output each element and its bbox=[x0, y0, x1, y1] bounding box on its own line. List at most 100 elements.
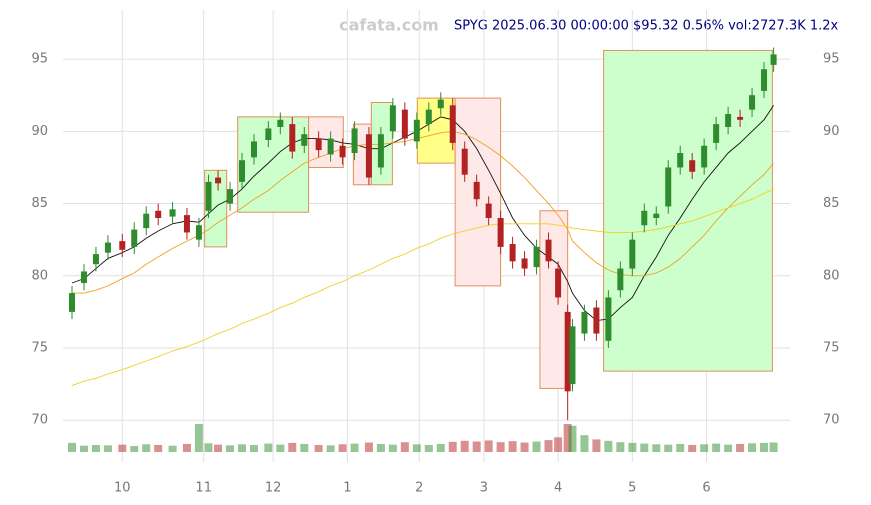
volume-bar bbox=[700, 444, 709, 452]
volume-bar bbox=[580, 435, 589, 452]
candle-body bbox=[629, 239, 636, 269]
volume-bar bbox=[214, 444, 223, 452]
x-tick-label: 12 bbox=[265, 481, 282, 496]
y-tick-label-right: 90 bbox=[823, 124, 840, 139]
volume-bar bbox=[194, 424, 203, 452]
zone bbox=[539, 210, 569, 389]
x-tick-label: 4 bbox=[554, 481, 562, 496]
volume-bar bbox=[520, 442, 529, 452]
volume-bar bbox=[226, 445, 235, 452]
candle-body bbox=[449, 105, 456, 143]
x-tick-label: 1 bbox=[343, 481, 351, 496]
y-tick-label: 80 bbox=[31, 268, 48, 283]
chart-title: SPYG 2025.06.30 00:00:00 $95.32 0.56% vo… bbox=[454, 19, 839, 34]
volume-bar bbox=[364, 442, 373, 452]
y-tick-label: 90 bbox=[31, 124, 48, 139]
candle-body bbox=[339, 145, 346, 158]
candle-body bbox=[389, 105, 396, 132]
volume-bar bbox=[448, 441, 457, 452]
zone bbox=[237, 116, 310, 213]
candle-body bbox=[689, 160, 696, 172]
candle-body bbox=[351, 128, 358, 153]
volume-bar bbox=[736, 443, 745, 452]
candle-body bbox=[205, 181, 212, 211]
candle-body bbox=[569, 326, 576, 385]
candle-body bbox=[437, 99, 444, 109]
candle-body bbox=[555, 268, 562, 298]
candle-body bbox=[749, 95, 756, 110]
candle-body bbox=[605, 297, 612, 341]
candle-body bbox=[701, 145, 708, 168]
candle-body bbox=[131, 229, 138, 247]
volume-bar bbox=[652, 444, 661, 452]
volume-bar bbox=[400, 442, 409, 452]
volume-bar bbox=[712, 443, 721, 452]
watermark: cafata.com bbox=[339, 16, 439, 35]
volume-bar bbox=[314, 445, 323, 452]
candle-body bbox=[485, 203, 492, 218]
y-tick-label: 70 bbox=[31, 413, 48, 428]
candle-body bbox=[104, 242, 111, 253]
volume-bar bbox=[508, 441, 517, 452]
candle-body bbox=[92, 254, 99, 265]
candle-body bbox=[770, 54, 777, 65]
y-tick-label-right: 70 bbox=[823, 413, 840, 428]
volume-bar bbox=[118, 444, 127, 452]
volume-bar bbox=[204, 443, 213, 452]
volume-bar bbox=[628, 442, 637, 452]
candle-body bbox=[250, 141, 257, 158]
candle-body bbox=[365, 134, 372, 178]
volume-bar bbox=[326, 445, 335, 452]
candle-body bbox=[80, 271, 87, 283]
candle-body bbox=[677, 153, 684, 168]
candle-body bbox=[545, 239, 552, 262]
candle-body bbox=[761, 69, 768, 91]
candle-body bbox=[277, 119, 284, 127]
x-tick-label: 6 bbox=[702, 481, 710, 496]
volume-bar bbox=[130, 446, 139, 452]
x-tick-label: 11 bbox=[195, 481, 212, 496]
moving-average bbox=[71, 105, 774, 322]
volume-bar bbox=[168, 445, 177, 452]
volume-bar bbox=[724, 444, 733, 452]
y-tick-label-right: 95 bbox=[823, 52, 840, 67]
candle-body bbox=[425, 109, 432, 125]
volume-bar bbox=[68, 442, 76, 452]
volume-bar bbox=[288, 442, 297, 452]
candle-body bbox=[183, 215, 190, 233]
volume-bar bbox=[249, 445, 258, 452]
volume-bar bbox=[276, 444, 285, 452]
volume-bar bbox=[563, 424, 572, 452]
candle-body bbox=[521, 258, 528, 269]
candle-body bbox=[665, 167, 672, 207]
y-tick-label: 95 bbox=[31, 52, 48, 67]
candle-body bbox=[497, 218, 504, 247]
volume-bar bbox=[472, 441, 481, 452]
candle-body bbox=[653, 213, 660, 218]
volume-bar bbox=[748, 443, 757, 452]
candle-body bbox=[593, 307, 600, 334]
volume-bar bbox=[412, 444, 421, 452]
volume-bar bbox=[388, 444, 397, 452]
volume-bar bbox=[616, 442, 625, 452]
candle-body bbox=[713, 124, 720, 143]
candle-body bbox=[641, 210, 648, 226]
volume-bar bbox=[79, 445, 88, 452]
volume-bar bbox=[532, 441, 541, 452]
candle-body bbox=[69, 293, 75, 312]
candle-body bbox=[461, 148, 468, 175]
candle-body bbox=[239, 160, 246, 182]
candle-body bbox=[564, 311, 571, 392]
volume-bar bbox=[238, 444, 247, 452]
volume-bar bbox=[350, 443, 359, 452]
volume-bar bbox=[154, 445, 163, 452]
y-tick-label-right: 85 bbox=[823, 196, 840, 211]
candle-body bbox=[581, 311, 588, 334]
volume-bar bbox=[91, 445, 100, 452]
x-tick-label: 3 bbox=[480, 481, 488, 496]
volume-bar bbox=[300, 443, 309, 452]
volume-bar bbox=[264, 443, 273, 452]
candle-body bbox=[327, 138, 334, 155]
volume-bar bbox=[496, 442, 505, 452]
